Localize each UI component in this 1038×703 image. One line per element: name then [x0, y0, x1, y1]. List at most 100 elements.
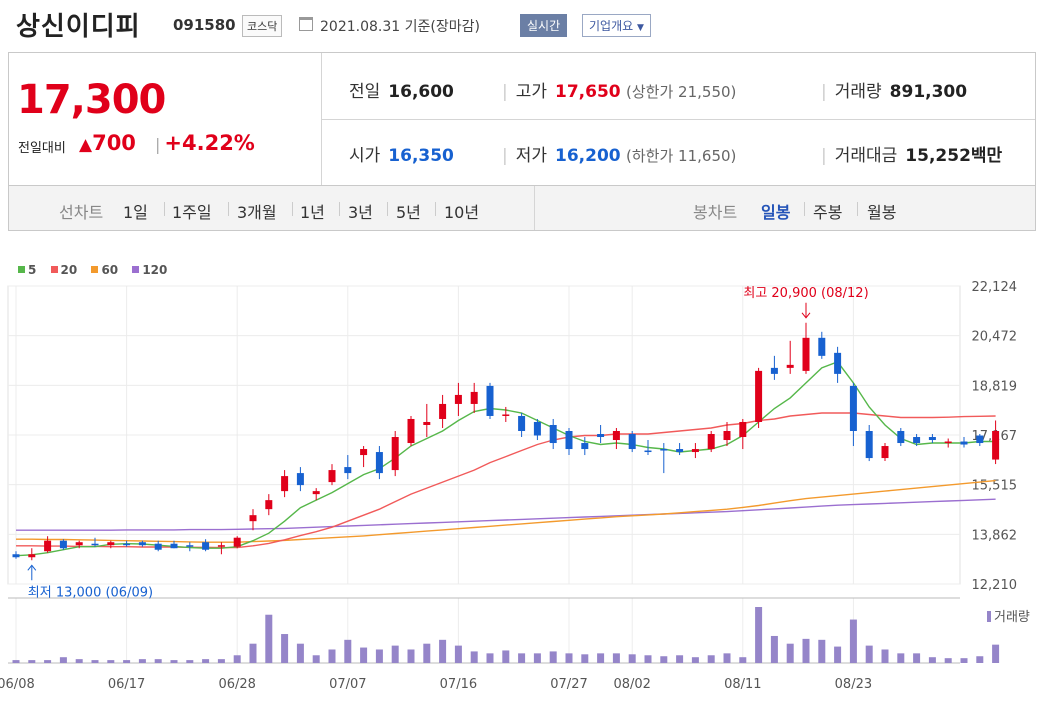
volume-label: 거래량 [994, 610, 1030, 625]
stock-header: 상신이디피 091580 코스닥 2021.08.31 기준(장마감) 실시간 … [0, 0, 1038, 48]
candle-body [328, 470, 336, 483]
candle-weekly[interactable]: 주봉 [813, 203, 843, 222]
volume-bar [202, 659, 210, 663]
volume-bar [628, 654, 636, 663]
volume-bar [518, 653, 526, 663]
period-10y[interactable]: 10년 [444, 203, 480, 222]
chart-legend: 5 20 60 120 [18, 263, 177, 277]
volume-bar [992, 644, 1000, 663]
open-value: 16,350 [388, 146, 454, 166]
low-price: | 저가 16,200 (하한가 11,650) [502, 146, 737, 166]
candle-body [312, 491, 320, 495]
change-label: 전일대비 [18, 141, 66, 156]
candle-daily[interactable]: 일봉 [761, 203, 791, 222]
line-chart-label: 선차트 [59, 203, 104, 222]
separator [387, 202, 388, 216]
realtime-button[interactable]: 실시간 [520, 14, 568, 37]
separator [435, 202, 436, 216]
quote-panel: 17,300 전일대비 ▲700 | +4.22% 전일 16,600 | 고가 17,… [8, 52, 1036, 185]
candle-body [976, 435, 984, 444]
candle-body [644, 450, 652, 453]
period-3m[interactable]: 3개월 [237, 203, 277, 222]
candle-body [59, 540, 67, 549]
candle-body [91, 543, 99, 546]
volume-bar [91, 660, 99, 663]
candle-body [786, 364, 794, 368]
period-3y[interactable]: 3년 [348, 203, 373, 222]
legend-ma20: 20 [50, 263, 78, 277]
candle-body [944, 441, 952, 444]
prev-close-label: 전일 [349, 82, 381, 102]
candle-body [533, 421, 541, 436]
x-tick-label: 08/02 [613, 677, 650, 692]
legend-ma5-label: 5 [28, 263, 37, 277]
volume-bar [897, 653, 905, 663]
change-value: ▲700 [79, 131, 136, 155]
candle-body [992, 431, 1000, 460]
candle-body [676, 449, 684, 453]
candle-body [75, 542, 83, 546]
candle-body [138, 542, 146, 546]
ma120-line [16, 498, 996, 531]
volume-bar [707, 655, 715, 663]
high-value: 17,650 [555, 82, 621, 102]
volume-bar [75, 659, 83, 663]
volume-bar [281, 634, 289, 663]
x-tick-label: 08/11 [724, 677, 761, 692]
candle-chart-label: 봉차트 [693, 203, 738, 222]
period-selector: 선차트 1일 1주일 3개월 1년 3년 5년 10년 봉차트 일봉 주봉 월봉 [8, 185, 1036, 231]
volume-bar [123, 660, 131, 663]
candle-body [249, 515, 257, 522]
candle-body [565, 431, 573, 450]
open-label: 시가 [349, 146, 381, 166]
candle-body [881, 446, 889, 459]
ma5-line [15, 361, 996, 557]
volume-bar [723, 653, 731, 663]
volume-bar [786, 643, 794, 663]
legend-ma20-label: 20 [60, 263, 78, 277]
company-overview-button[interactable]: 기업개요 ▼ [582, 14, 651, 37]
y-tick-label: 22,124 [972, 280, 1018, 295]
volume-bar [834, 646, 842, 663]
period-1w[interactable]: 1주일 [172, 203, 212, 222]
dropdown-arrow-icon: ▼ [637, 23, 644, 33]
candle-body [123, 543, 131, 546]
candle-body [391, 437, 399, 471]
candle-body [597, 434, 605, 438]
volume-bar [154, 659, 162, 663]
lower-limit: (하한가 11,650) [626, 147, 737, 165]
low-value: 16,200 [555, 146, 621, 166]
x-tick-label: 07/16 [440, 677, 477, 692]
candle-monthly[interactable]: 월봉 [867, 203, 897, 222]
x-tick-label: 06/08 [0, 677, 35, 692]
candle-body [755, 370, 763, 422]
volume-bar [423, 643, 431, 663]
amount-unit: 백만 [970, 146, 1003, 166]
candle-body [360, 449, 368, 456]
volume-bar [881, 649, 889, 663]
volume-value: 891,300 [889, 82, 968, 102]
volume-label: 거래량 [834, 82, 882, 102]
volume-bar [849, 619, 857, 663]
volume-bar [691, 657, 699, 663]
period-1y[interactable]: 1년 [300, 203, 325, 222]
volume-bar [976, 656, 984, 663]
separator [857, 202, 858, 216]
x-tick-label: 06/17 [108, 677, 145, 692]
volume-bar [755, 607, 763, 663]
candle-body [265, 500, 273, 510]
period-5y[interactable]: 5년 [396, 203, 421, 222]
market-badge: 코스닥 [242, 15, 283, 37]
high-price: | 고가 17,650 (상한가 21,550) [502, 82, 737, 102]
quote-date: 2021.08.31 기준(장마감) [320, 19, 480, 35]
candle-body [723, 431, 731, 441]
candle-body [849, 385, 857, 432]
separator [339, 202, 340, 216]
volume-bar [44, 660, 52, 663]
volume-bar [865, 645, 873, 663]
candle-body [202, 542, 210, 550]
calendar-icon [299, 17, 313, 31]
period-1d[interactable]: 1일 [123, 203, 148, 222]
high-annotation: 최고 20,900 (08/12) [743, 286, 868, 301]
